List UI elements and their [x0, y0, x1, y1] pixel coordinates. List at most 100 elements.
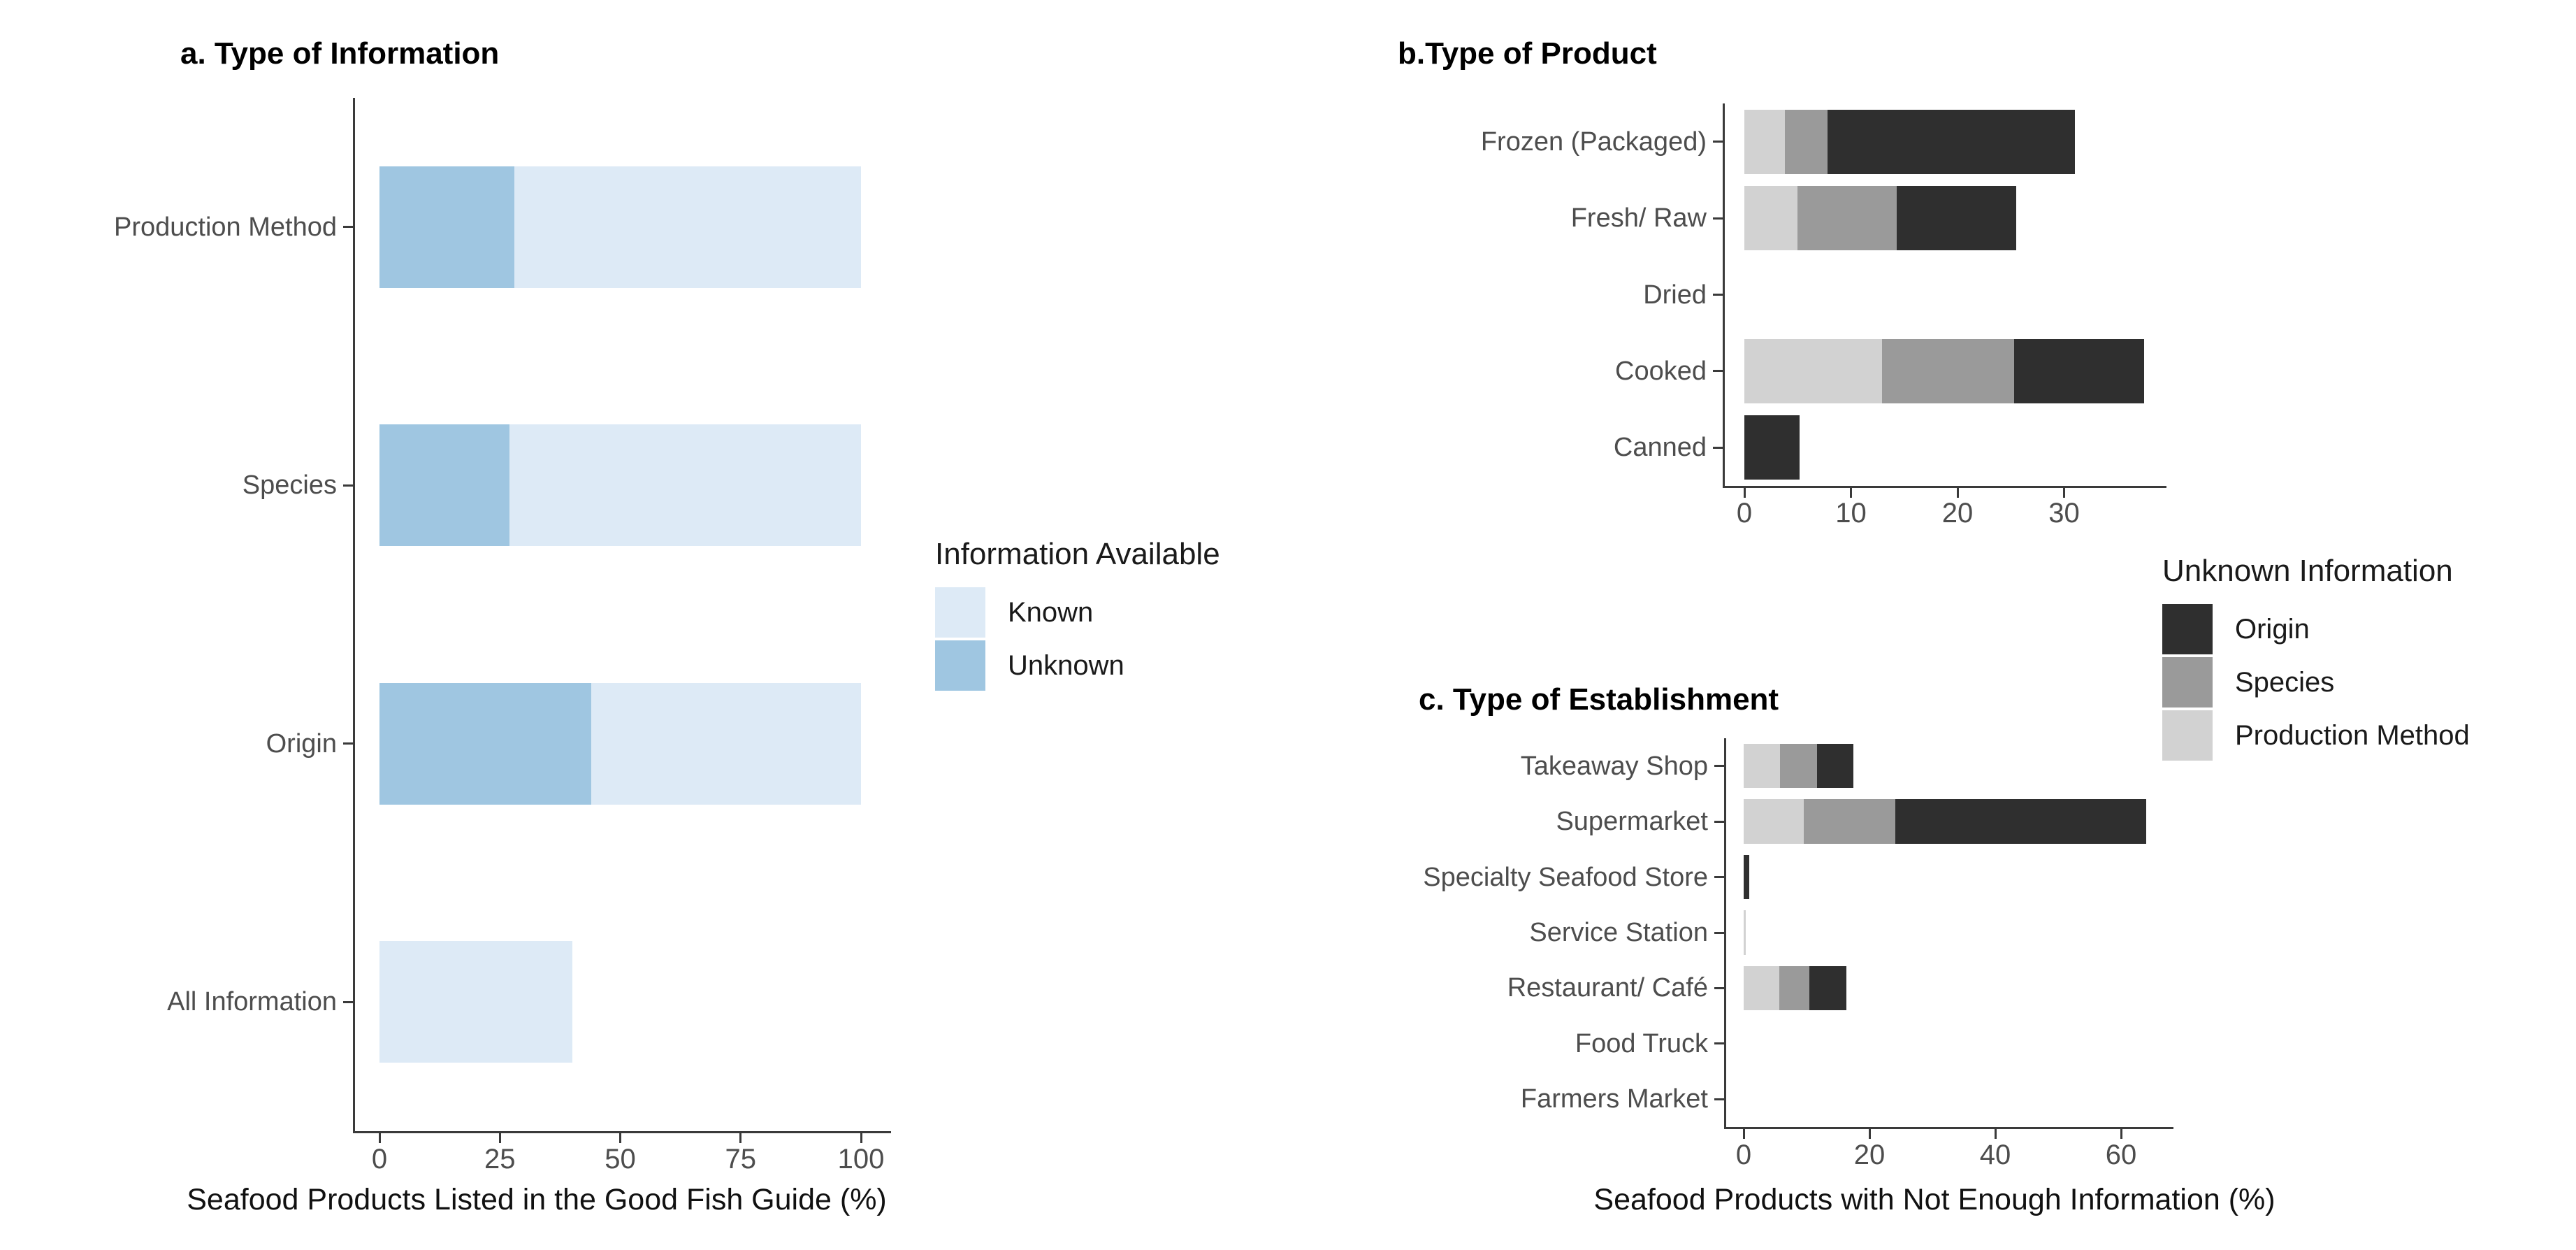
chart-a-bar-segment-known [509, 424, 861, 547]
chart-a-xtick-mark [739, 1133, 742, 1143]
chart-a-title: a. Type of Information [180, 36, 500, 71]
chart-c-bar-segment-origin [1817, 743, 1853, 789]
chart-a-xtick-mark [378, 1133, 381, 1143]
chart-a-bar-segment-known [379, 941, 572, 1063]
chart-c-xtick-mark [1994, 1129, 1997, 1139]
chart-c-ytick-mark [1714, 1098, 1724, 1100]
chart-b-xtick-mark [1956, 488, 1959, 498]
chart-c-category-label: Specialty Seafood Store [1423, 862, 1708, 892]
chart-c-bar-segment-origin [1809, 965, 1846, 1011]
chart-b-bar-segment-origin [1744, 415, 1800, 480]
chart-c-category-label: Supermarket [1556, 807, 1708, 837]
legend-label: Production Method [2235, 719, 2470, 751]
legend-swatch-known [935, 587, 985, 638]
chart-c-bar-segment-production-method [1744, 799, 1804, 844]
chart-c-bar-segment-species [1803, 799, 1895, 844]
chart-c-category-label: Restaurant/ Café [1507, 973, 1708, 1003]
chart-a-xtick-mark [860, 1133, 862, 1143]
chart-c-bar-segment-origin [1895, 799, 2146, 844]
chart-a-category-label: All Information [167, 987, 337, 1017]
chart-a-category-label: Species [242, 470, 337, 501]
chart-a-bar-segment-unknown [379, 424, 510, 547]
chart-c-ytick-mark [1714, 986, 1724, 989]
chart-a-bar-segment-known [591, 682, 861, 805]
legend-swatch-unknown [935, 640, 985, 691]
chart-a-bar-segment-unknown [379, 682, 592, 805]
chart-c-category-label: Service Station [1529, 918, 1708, 947]
chart-a-category-label: Origin [266, 728, 337, 759]
chart-c-xaxis-line [1724, 1127, 2173, 1129]
chart-a-yaxis-line [353, 98, 355, 1133]
legend-label: Species [2235, 666, 2335, 698]
legend-item-species: Species [2162, 657, 2470, 707]
chart-c-xtick-mark [1868, 1129, 1871, 1139]
legend-swatch-species [2162, 657, 2213, 707]
chart-b-xaxis-line [1723, 486, 2166, 488]
legend-information-available: Information Available Known Unknown [935, 537, 1220, 694]
chart-c-title: c. Type of Establishment [1419, 682, 1779, 717]
chart-a-xtick-mark [498, 1133, 501, 1143]
chart-b-bar-segment-production-method [1744, 186, 1798, 251]
chart-b-xtick-mark [1850, 488, 1852, 498]
chart-a-xtick-label: 50 [605, 1144, 636, 1174]
legend-item-origin: Origin [2162, 604, 2470, 654]
chart-a-category-label: Production Method [114, 212, 337, 242]
chart-b-bar-segment-species [1797, 186, 1897, 251]
chart-b-bar-segment-species [1881, 338, 2014, 403]
legend-swatch-production-method [2162, 710, 2213, 761]
chart-b-xtick-mark [1743, 488, 1746, 498]
legend-item-known: Known [935, 587, 1220, 638]
chart-b-category-label: Dried [1643, 280, 1707, 310]
legend-information-available-items: Known Unknown [935, 587, 1220, 691]
chart-a-xtick-label: 0 [371, 1144, 388, 1174]
chart-c-bar-segment-species [1780, 743, 1818, 789]
chart-c-bar-segment-production-method [1744, 743, 1781, 789]
chart-a-ytick-mark [343, 742, 353, 745]
chart-a-ytick-mark [343, 226, 353, 229]
chart-c-xaxis-title: Seafood Products with Not Enough Informa… [1593, 1183, 2275, 1216]
chart-a-bar-segment-known [514, 166, 861, 288]
chart-c-bar-segment-production-method [1744, 910, 1746, 955]
chart-c-yaxis-line [1724, 738, 1726, 1129]
chart-b-ytick-mark [1713, 217, 1723, 220]
chart-b-bar-segment-production-method [1744, 338, 1882, 403]
chart-c-ytick-mark [1714, 876, 1724, 879]
legend-label: Known [1008, 596, 1094, 628]
chart-b-bar-segment-production-method [1744, 109, 1785, 174]
chart-b-yaxis-line [1723, 103, 1725, 488]
chart-b-ytick-mark [1713, 294, 1723, 296]
chart-b-bar-segment-origin [1897, 186, 2016, 251]
chart-c-bar-segment-production-method [1744, 965, 1780, 1011]
chart-c-xtick-mark [1742, 1129, 1745, 1139]
chart-b-category-label: Cooked [1615, 356, 1707, 386]
chart-c-xtick-label: 20 [1853, 1140, 1886, 1170]
chart-b-bar-segment-origin [1827, 109, 2075, 174]
chart-b-bar-segment-origin [2013, 338, 2144, 403]
chart-a-ytick-mark [343, 1000, 353, 1003]
legend-unknown-information: Unknown Information Origin Species Product… [2162, 554, 2470, 763]
chart-c-xtick-label: 40 [1979, 1140, 2011, 1170]
legend-information-available-title: Information Available [935, 537, 1220, 571]
chart-c-xtick-mark [2120, 1129, 2122, 1139]
chart-a-xtick-label: 75 [725, 1144, 757, 1174]
chart-c-category-label: Farmers Market [1520, 1084, 1708, 1114]
legend-label: Origin [2235, 613, 2310, 645]
chart-c-ytick-mark [1714, 1042, 1724, 1045]
legend-unknown-information-items: Origin Species Production Method [2162, 604, 2470, 761]
chart-a-ytick-mark [343, 484, 353, 487]
legend-item-production-method: Production Method [2162, 710, 2470, 761]
chart-b-xtick-label: 10 [1835, 498, 1867, 529]
chart-b-xtick-label: 30 [2048, 498, 2080, 529]
chart-c-category-label: Takeaway Shop [1520, 751, 1708, 781]
chart-a-xtick-mark [619, 1133, 621, 1143]
chart-b-ytick-mark [1713, 370, 1723, 373]
legend-label: Unknown [1008, 649, 1124, 681]
chart-b-title: b.Type of Product [1398, 36, 1657, 71]
chart-c-ytick-mark [1714, 820, 1724, 823]
chart-b-xtick-mark [2063, 488, 2065, 498]
chart-b-xtick-label: 0 [1736, 498, 1753, 529]
chart-c-ytick-mark [1714, 931, 1724, 934]
chart-b-bar-segment-species [1784, 109, 1828, 174]
chart-b-ytick-mark [1713, 141, 1723, 143]
chart-c-category-label: Food Truck [1575, 1028, 1708, 1058]
